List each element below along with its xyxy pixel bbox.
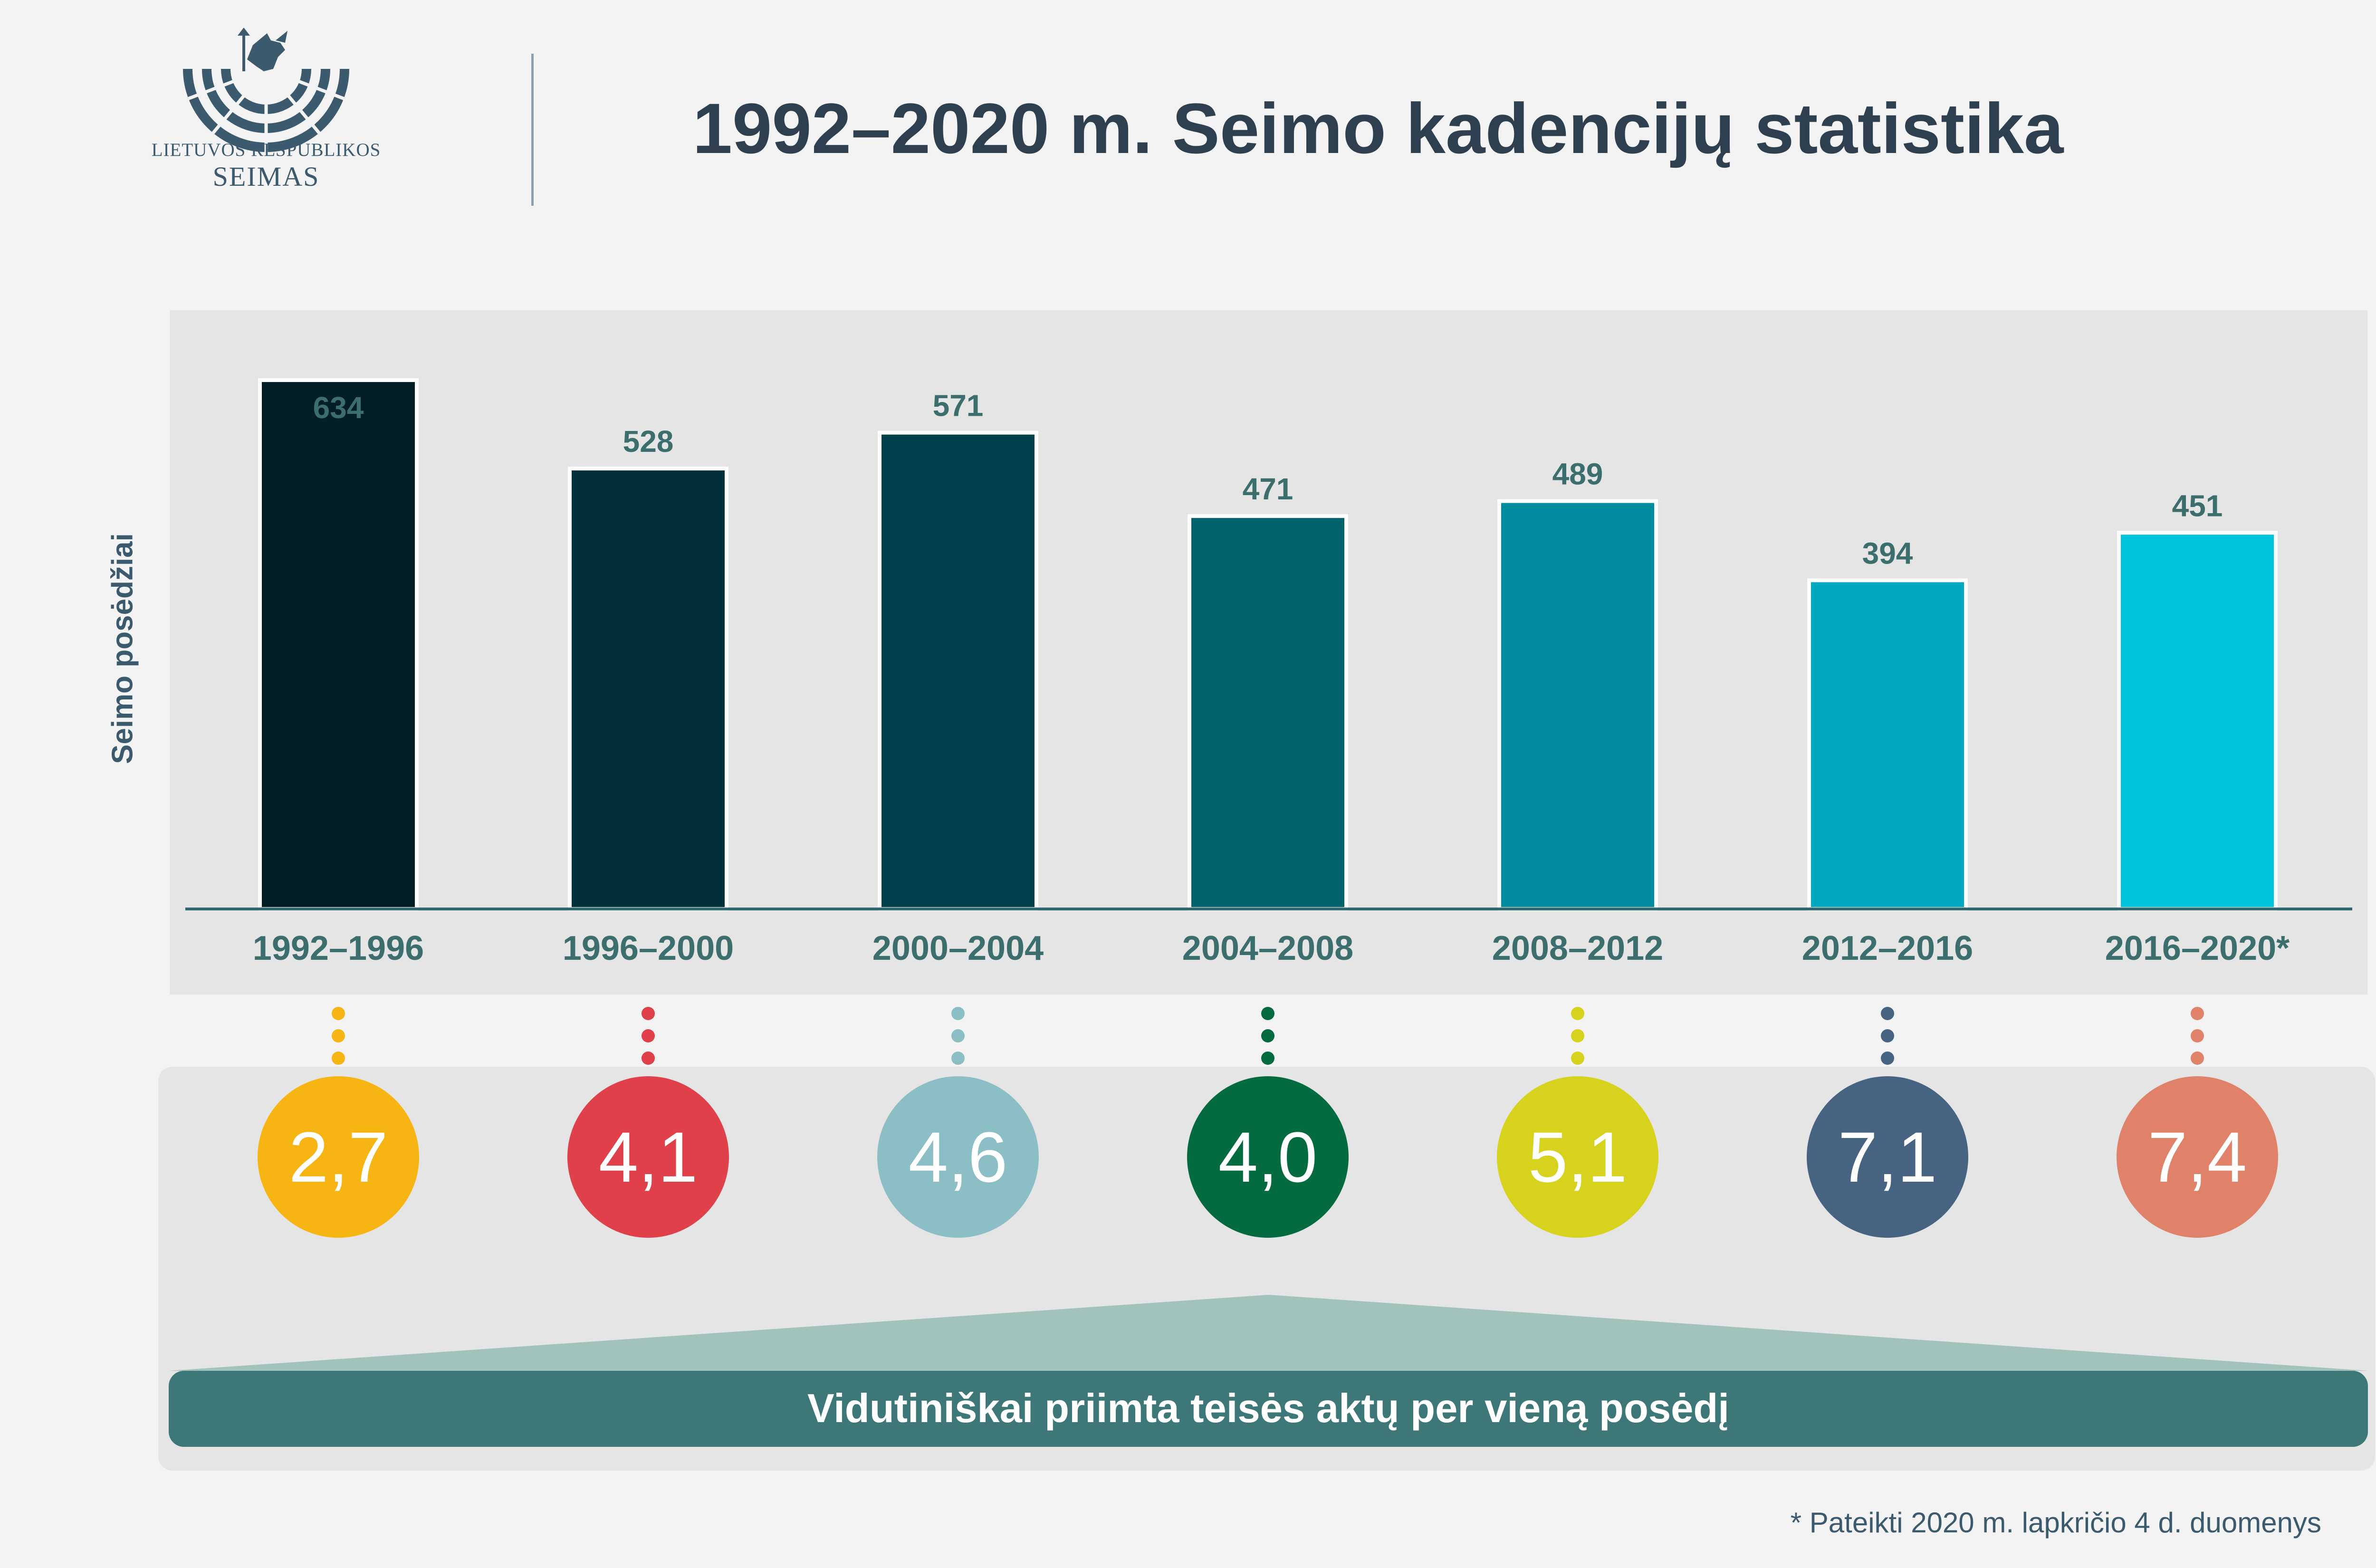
connector-dot bbox=[1571, 1007, 1584, 1020]
header-divider bbox=[531, 54, 534, 206]
connector-dot bbox=[1261, 1052, 1274, 1065]
x-tick-label: 2004–2008 bbox=[1182, 929, 1353, 967]
bar-2008–2012 bbox=[1497, 499, 1658, 911]
average-circle: 2,7 bbox=[258, 1076, 419, 1238]
logo-text-line1: LIETUVOS RESPUBLIKOS bbox=[151, 140, 381, 160]
logo-text-line2: SEIMAS bbox=[212, 161, 320, 192]
banner-wedge bbox=[169, 1295, 2368, 1371]
x-tick-label: 2016–2020* bbox=[2105, 929, 2290, 967]
bar-1992–1996 bbox=[258, 378, 419, 911]
bar-value-label: 394 bbox=[1862, 536, 1913, 570]
connector-dot bbox=[951, 1007, 965, 1020]
connector-dot bbox=[332, 1029, 345, 1042]
connector-dot bbox=[951, 1029, 965, 1042]
connector-dot bbox=[1571, 1029, 1584, 1042]
bar-2000–2004 bbox=[878, 430, 1038, 911]
connector-dot bbox=[1881, 1007, 1894, 1020]
average-circle: 4,0 bbox=[1187, 1076, 1349, 1238]
connector-dot bbox=[2191, 1029, 2204, 1042]
connector-dot bbox=[1261, 1007, 1274, 1020]
seimas-logo bbox=[183, 28, 349, 152]
average-circle: 7,4 bbox=[2117, 1076, 2278, 1238]
average-circle: 5,1 bbox=[1497, 1076, 1658, 1238]
y-axis-label: Seimo posėdžiai bbox=[106, 533, 139, 764]
connector-dot bbox=[1571, 1052, 1584, 1065]
bar-value-label: 451 bbox=[2172, 488, 2223, 523]
connector-dot bbox=[1261, 1029, 1274, 1042]
bar-2004–2008 bbox=[1188, 514, 1348, 911]
connector-dot bbox=[642, 1029, 655, 1042]
bar-2012–2016 bbox=[1807, 578, 1968, 911]
connector-dot bbox=[1881, 1052, 1894, 1065]
x-tick-label: 1996–2000 bbox=[563, 929, 734, 967]
connector-dot bbox=[332, 1052, 345, 1065]
connector-dot bbox=[2191, 1052, 2204, 1065]
connector-dot bbox=[951, 1052, 965, 1065]
x-tick-label: 1992–1996 bbox=[253, 929, 424, 967]
x-tick-label: 2012–2016 bbox=[1802, 929, 1973, 967]
connector-dot bbox=[642, 1052, 655, 1065]
average-circle: 7,1 bbox=[1807, 1076, 1968, 1238]
connector-dot bbox=[642, 1007, 655, 1020]
connector-dot bbox=[1881, 1029, 1894, 1042]
page-title: 1992–2020 m. Seimo kadencijų statistika bbox=[692, 88, 2064, 168]
average-circle: 4,1 bbox=[567, 1076, 729, 1238]
bar-value-label: 489 bbox=[1552, 457, 1603, 491]
connector-dot bbox=[332, 1007, 345, 1020]
averages-banner: Vidutiniškai priimta teisės aktų per vie… bbox=[169, 1371, 2368, 1447]
bar-value-label: 634 bbox=[313, 391, 364, 425]
bar-2016–2020* bbox=[2117, 531, 2278, 911]
bar-1996–2000 bbox=[568, 467, 728, 911]
footnote: * Pateikti 2020 m. lapkričio 4 d. duomen… bbox=[1790, 1507, 2321, 1539]
x-tick-label: 2000–2004 bbox=[872, 929, 1044, 967]
x-tick-label: 2008–2012 bbox=[1492, 929, 1663, 967]
connector-dot bbox=[2191, 1007, 2204, 1020]
bar-value-label: 571 bbox=[933, 389, 984, 423]
bar-value-label: 471 bbox=[1243, 472, 1293, 506]
average-circle: 4,6 bbox=[877, 1076, 1039, 1238]
bar-value-label: 528 bbox=[623, 424, 674, 459]
